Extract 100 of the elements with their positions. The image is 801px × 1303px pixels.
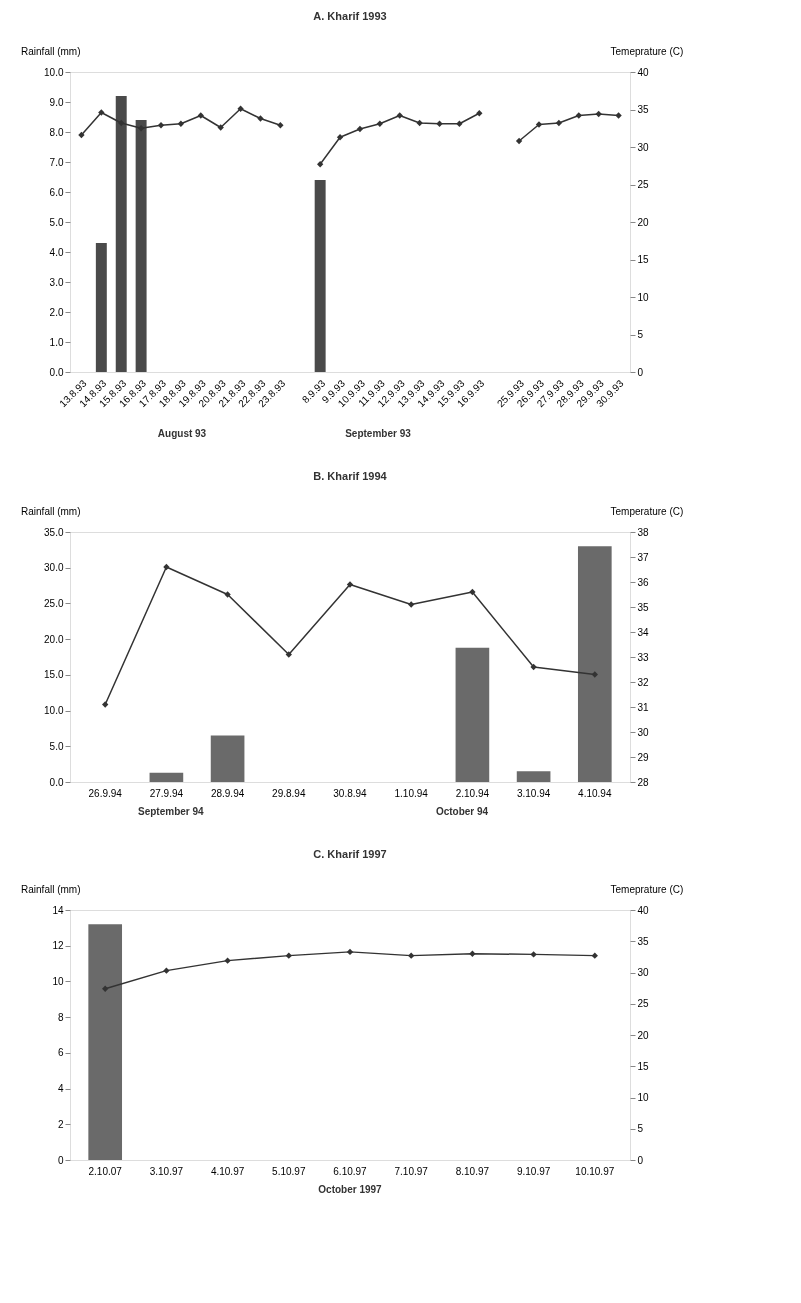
- y2-tick-label: 10: [637, 291, 650, 303]
- x-tick-label: 3.10.94: [516, 787, 551, 799]
- point: [217, 124, 224, 131]
- point: [257, 115, 264, 122]
- bar: [135, 120, 147, 372]
- point: [78, 131, 85, 139]
- x-tick-label: 6.10.97: [333, 1165, 368, 1177]
- y-tick-label: 1.0: [49, 336, 64, 348]
- y2-tick-label: 25: [637, 998, 650, 1010]
- point: [98, 109, 105, 116]
- point: [102, 701, 109, 708]
- y2-tick-label: 40: [637, 66, 650, 78]
- y-tick-label: 0.0: [49, 776, 64, 788]
- point: [469, 950, 476, 957]
- point: [102, 985, 109, 992]
- y2-tick-label: 32: [637, 676, 650, 688]
- point: [535, 121, 543, 128]
- y2-tick-label: 29: [637, 751, 650, 763]
- y-tick-label: 4: [57, 1083, 64, 1095]
- x-tick-label: 10.10.97: [575, 1165, 615, 1177]
- bar: [210, 735, 245, 782]
- y-tick-label: 25.0: [44, 597, 64, 609]
- y2-tick-label: 5: [637, 329, 644, 340]
- point: [163, 967, 170, 974]
- bar: [95, 243, 107, 372]
- y-tick-label: 10: [52, 975, 64, 987]
- y-tick-label: 30.0: [44, 562, 64, 574]
- point: [591, 671, 598, 678]
- x-tick-label: 5.10.97: [272, 1165, 306, 1177]
- x-tick-label: 28.9.94: [210, 787, 245, 799]
- y-tick-label: 5.0: [49, 740, 64, 752]
- y2-tick-label: 35: [637, 601, 650, 613]
- y2-tick-label: 25: [637, 179, 650, 190]
- y2-tick-label: 30: [637, 967, 650, 978]
- y-tick-label: 7.0: [49, 156, 64, 168]
- point: [224, 591, 231, 598]
- y2-tick-label: 20: [637, 216, 650, 228]
- point: [456, 120, 463, 127]
- y2-tick-label: 15: [637, 254, 650, 265]
- y-tick-label: 20.0: [44, 633, 64, 645]
- y2-axis-title: Temeprature (C): [610, 883, 684, 895]
- point: [408, 601, 415, 608]
- x-tick-label: 26.9.94: [88, 787, 123, 799]
- y-axis-title: Rainfall (mm): [21, 505, 81, 517]
- y2-tick-label: 0: [637, 366, 644, 378]
- point: [555, 119, 563, 127]
- text: October 94: [435, 806, 489, 817]
- y2-tick-label: 34: [637, 626, 650, 638]
- bar: [516, 771, 551, 782]
- y-tick-label: 6.0: [49, 186, 64, 198]
- y2-tick-label: 35: [637, 935, 650, 947]
- point: [591, 952, 598, 959]
- point: [396, 112, 403, 119]
- y-tick-label: 0.0: [49, 366, 64, 378]
- y2-tick-label: 33: [637, 651, 650, 663]
- y2-tick-label: 30: [637, 726, 650, 738]
- x-tick-label: 27.9.94: [149, 787, 184, 799]
- x-tick-label: 7.10.97: [394, 1165, 429, 1177]
- point: [615, 112, 622, 119]
- y-tick-label: 10.0: [44, 705, 64, 717]
- y-tick-label: 12: [52, 940, 64, 952]
- bar: [314, 180, 326, 372]
- y2-tick-label: 35: [637, 104, 650, 115]
- y2-tick-label: 37: [637, 551, 650, 563]
- y-tick-label: 4.0: [49, 246, 64, 258]
- text: September 94: [138, 806, 205, 817]
- point: [346, 581, 354, 588]
- point: [530, 951, 537, 958]
- y2-tick-label: 20: [637, 1029, 650, 1041]
- point: [416, 119, 423, 127]
- y2-tick-label: 38: [637, 526, 650, 538]
- point: [237, 105, 244, 112]
- y2-axis-title: Temeprature (C): [610, 45, 684, 57]
- y-tick-label: 6: [57, 1047, 64, 1059]
- bar: [149, 772, 184, 782]
- bar: [455, 647, 490, 782]
- chart-title: A. Kharif 1993: [313, 10, 387, 22]
- point: [476, 110, 483, 117]
- chart-title: C. Kharif 1997: [313, 848, 387, 860]
- point: [137, 125, 145, 132]
- point: [285, 651, 292, 658]
- point: [436, 120, 443, 127]
- point: [285, 952, 292, 959]
- point: [575, 112, 582, 119]
- y-tick-label: 10.0: [44, 66, 64, 78]
- point: [277, 122, 284, 129]
- y2-tick-label: 36: [637, 576, 650, 588]
- point: [118, 119, 125, 127]
- point: [224, 957, 231, 964]
- x-tick-label: 29.8.94: [272, 787, 306, 799]
- point: [408, 952, 415, 959]
- x-tick-label: 4.10.94: [578, 787, 612, 799]
- x-tick-label: 30.8.94: [333, 787, 368, 799]
- y-tick-label: 0: [57, 1154, 64, 1166]
- y-axis-title: Rainfall (mm): [21, 883, 81, 895]
- text: September 93: [345, 428, 412, 439]
- y-tick-label: 5.0: [49, 216, 64, 228]
- point: [177, 120, 185, 127]
- x-tick-label: 9.10.97: [516, 1165, 551, 1177]
- chart-title: B. Kharif 1994: [313, 470, 388, 482]
